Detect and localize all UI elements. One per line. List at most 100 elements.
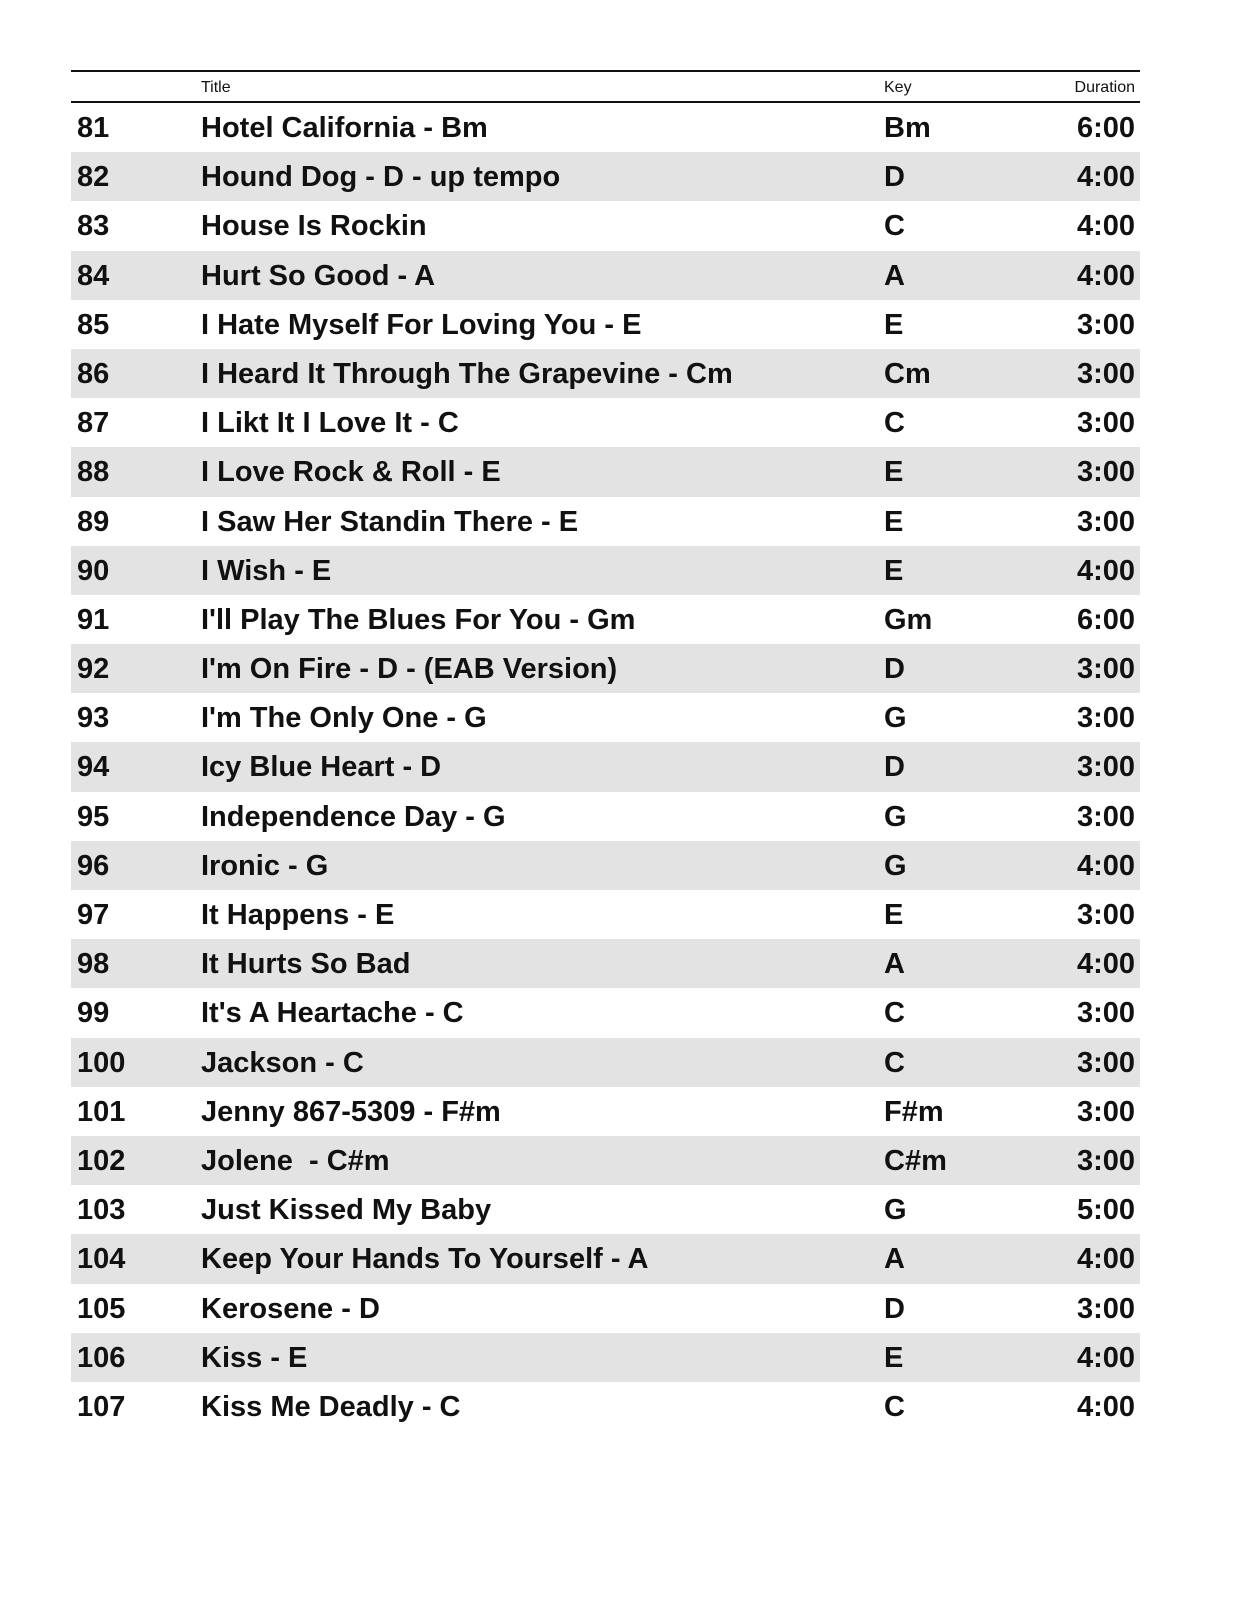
song-title: Hotel California - Bm	[201, 112, 488, 144]
table-row: 98 It Hurts So Bad A 4:00	[71, 939, 1140, 989]
table-header: Title Key Duration	[71, 70, 1140, 103]
song-number: 89	[77, 505, 110, 538]
song-number: 83	[77, 210, 110, 243]
table-row: 97 It Happens - E E 3:00	[71, 890, 1140, 939]
song-number: 106	[77, 1341, 126, 1374]
song-number: 99	[77, 997, 110, 1030]
song-title: I Heard It Through The Grapevine - Cm	[201, 357, 733, 390]
song-number: 103	[77, 1194, 126, 1227]
song-number: 94	[77, 751, 110, 784]
song-key: E	[884, 456, 904, 489]
song-key: Cm	[884, 357, 931, 390]
song-title: Keep Your Hands To Yourself - A	[201, 1243, 649, 1276]
table-row: 84 Hurt So Good - A A 4:00	[71, 250, 1140, 300]
song-title: It Happens - E	[201, 899, 395, 931]
song-title: It's A Heartache - C	[201, 997, 464, 1030]
song-number: 90	[77, 554, 110, 587]
song-key: E	[884, 899, 904, 931]
song-number: 98	[77, 948, 110, 981]
song-key: D	[884, 751, 905, 784]
song-duration: 5:00	[1076, 1194, 1135, 1227]
table-row: 83 House Is Rockin C 4:00	[71, 201, 1140, 250]
song-key: Gm	[884, 603, 933, 636]
table-row: 95 Independence Day - G G 3:00	[71, 792, 1140, 841]
song-key: C	[884, 407, 905, 440]
song-title: House Is Rockin	[201, 210, 427, 243]
song-key: C#m	[884, 1144, 947, 1177]
song-key: Bm	[884, 112, 931, 144]
song-key: E	[884, 308, 904, 341]
song-number: 87	[77, 407, 110, 440]
song-duration: 3:00	[1076, 997, 1135, 1030]
song-number: 84	[77, 259, 110, 292]
song-key: G	[884, 849, 907, 882]
song-duration: 3:00	[1076, 800, 1135, 833]
table-body: 81 Hotel California - Bm Bm 6:00 82 Hound Dog…	[71, 103, 1140, 1431]
song-title: I Hate Myself For Loving You - E	[201, 308, 642, 341]
song-key: G	[884, 702, 907, 735]
song-duration: 3:00	[1076, 407, 1135, 440]
song-duration: 6:00	[1076, 603, 1135, 636]
song-duration: 3:00	[1076, 1144, 1135, 1177]
song-duration: 3:00	[1076, 899, 1135, 931]
song-duration: 3:00	[1076, 456, 1135, 489]
table-row: 87 I Likt It I Love It - C C 3:00	[71, 398, 1140, 447]
table-row: 94 Icy Blue Heart - D D 3:00	[71, 742, 1140, 792]
song-number: 85	[77, 308, 110, 341]
song-number: 105	[77, 1292, 126, 1325]
table-row: 101 Jenny 867-5309 - F#m F#m 3:00	[71, 1087, 1140, 1136]
song-number: 93	[77, 702, 110, 735]
song-key: G	[884, 800, 907, 833]
song-number: 88	[77, 456, 110, 489]
song-title: I'm On Fire - D - (EAB Version)	[201, 653, 618, 686]
song-key: D	[884, 161, 905, 194]
song-title: Kiss Me Deadly - C	[201, 1390, 461, 1423]
song-title: I Love Rock & Roll - E	[201, 456, 501, 489]
song-title: Ironic - G	[201, 849, 329, 882]
song-number: 101	[77, 1095, 126, 1128]
table-row: 88 I Love Rock & Roll - E E 3:00	[71, 447, 1140, 497]
song-number: 96	[77, 849, 110, 882]
song-number: 81	[77, 112, 110, 144]
song-number: 86	[77, 357, 110, 390]
table-row: 100 Jackson - C C 3:00	[71, 1037, 1140, 1087]
song-title: I Likt It I Love It - C	[201, 407, 459, 440]
song-number: 104	[77, 1243, 126, 1276]
table-row: 93 I'm The Only One - G G 3:00	[71, 693, 1140, 742]
table-row: 92 I'm On Fire - D - (EAB Version) D 3:00	[71, 644, 1140, 694]
song-key: F#m	[884, 1095, 944, 1128]
song-number: 95	[77, 800, 110, 833]
song-title: Independence Day - G	[201, 800, 506, 833]
song-duration: 3:00	[1076, 751, 1135, 784]
table-row: 96 Ironic - G G 4:00	[71, 840, 1140, 890]
song-title: Icy Blue Heart - D	[201, 751, 442, 784]
song-key: A	[884, 1243, 905, 1276]
song-title: I Wish - E	[201, 554, 332, 587]
song-duration: 3:00	[1076, 308, 1135, 341]
song-duration: 3:00	[1076, 357, 1135, 390]
song-duration: 6:00	[1076, 112, 1135, 144]
table-row: 82 Hound Dog - D - up tempo D 4:00	[71, 152, 1140, 202]
table-row: 89 I Saw Her Standin There - E E 3:00	[71, 497, 1140, 546]
song-number: 102	[77, 1144, 126, 1177]
song-title: Just Kissed My Baby	[201, 1194, 492, 1227]
song-number: 97	[77, 899, 110, 931]
song-key: E	[884, 554, 904, 587]
song-key: A	[884, 948, 905, 981]
song-duration: 3:00	[1076, 1046, 1135, 1079]
song-table: Title Key Duration 81 Hotel California - …	[71, 70, 1140, 1431]
song-duration: 4:00	[1076, 554, 1135, 587]
song-key: C	[884, 1390, 905, 1423]
song-title: It Hurts So Bad	[201, 948, 411, 981]
song-title: I Saw Her Standin There - E	[201, 505, 579, 538]
song-number: 91	[77, 603, 110, 636]
song-key: D	[884, 1292, 905, 1325]
song-title: Kiss - E	[201, 1341, 308, 1374]
song-duration: 4:00	[1076, 1390, 1135, 1423]
song-title: Jackson - C	[201, 1046, 364, 1079]
song-title: Hurt So Good - A	[201, 259, 436, 292]
song-title: Jenny 867-5309 - F#m	[201, 1095, 501, 1128]
song-title: Kerosene - D	[201, 1292, 380, 1325]
table-row: 90 I Wish - E E 4:00	[71, 545, 1140, 595]
song-duration: 3:00	[1076, 1095, 1135, 1128]
